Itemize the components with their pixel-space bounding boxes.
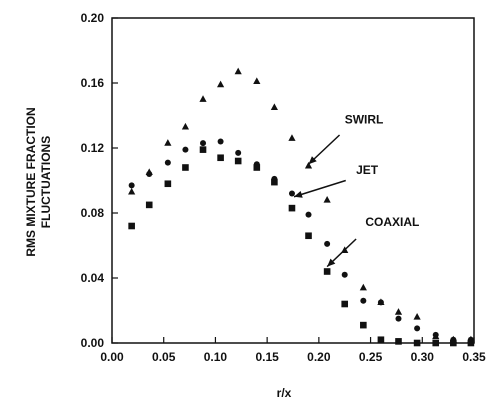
square-point: [145, 201, 153, 209]
circle-point: [395, 315, 402, 322]
x-tick-label: 0.00: [100, 350, 124, 364]
triangle-point: [359, 283, 367, 291]
circle-point: [414, 325, 421, 332]
square-point: [253, 164, 261, 171]
plot-border: [111, 17, 475, 344]
circle-point: [200, 140, 207, 147]
circle-point: [288, 190, 295, 197]
circle-point: [128, 182, 135, 189]
triangle-point: [199, 95, 207, 102]
annotation-arrow-line: [293, 179, 346, 198]
plot-frame: [111, 17, 475, 344]
y-tick-label: 0.20: [81, 11, 105, 25]
square-point: [450, 339, 457, 347]
square-point: [413, 339, 421, 347]
x-axis: 0.00 0.05 0.10 0.15 0.20 0.25 0.30 0.35: [100, 337, 486, 364]
triangle-point: [181, 122, 190, 130]
triangle-point: [323, 196, 331, 203]
circle-point: [182, 146, 189, 153]
annotation-arrow-head: [294, 191, 303, 198]
square-point: [164, 180, 172, 188]
square-point: [128, 222, 135, 230]
circle-point: [341, 271, 348, 278]
annotation-arrow-head: [327, 258, 336, 267]
square-point: [217, 154, 224, 162]
square-point: [288, 204, 296, 212]
y-tick-label: 0.16: [81, 76, 105, 90]
triangle-point: [234, 67, 242, 75]
x-tick-label: 0.15: [255, 350, 279, 364]
triangle-point: [304, 161, 313, 169]
annotation-arrow-head: [308, 156, 317, 165]
triangle-point: [253, 77, 261, 84]
square-point: [360, 321, 367, 329]
annotation-label: COAXIAL: [365, 215, 419, 229]
series-square: [128, 146, 475, 347]
circle-point: [432, 331, 439, 338]
data-points: [128, 67, 475, 347]
circle-point: [164, 159, 171, 166]
triangle-point: [164, 139, 172, 146]
x-tick-label: 0.20: [307, 350, 331, 364]
y-axis: 0.00 0.04 0.08 0.12 0.16 0.20: [81, 11, 118, 350]
square-point: [305, 232, 312, 240]
triangle-point: [288, 134, 296, 141]
y-axis-label-line-2: FLUCTUATIONS: [39, 136, 53, 228]
series-circle: [128, 138, 474, 343]
square-point: [467, 339, 475, 347]
y-axis-label: RMS MIXTURE FRACTION FLUCTUATIONS: [24, 107, 53, 256]
square-point: [199, 146, 207, 153]
square-point: [341, 300, 349, 308]
circle-point: [217, 138, 224, 145]
circle-point: [146, 171, 153, 177]
circle-point: [305, 211, 312, 218]
x-tick-label: 0.25: [359, 350, 383, 364]
circle-point: [324, 240, 331, 247]
square-point: [432, 339, 440, 347]
y-axis-label-line-1: RMS MIXTURE FRACTION: [24, 107, 38, 256]
x-tick-label: 0.10: [204, 350, 228, 364]
triangle-point: [394, 308, 403, 315]
square-point: [395, 338, 402, 345]
annotation-label: SWIRL: [345, 113, 384, 127]
annotations: SWIRL JET COAXIAL: [293, 113, 419, 268]
series-triangle: [128, 67, 475, 343]
y-tick-label: 0.00: [81, 336, 105, 350]
square-point: [271, 178, 278, 186]
y-tick-label: 0.04: [81, 271, 105, 285]
circle-point: [235, 149, 242, 156]
circle-point: [377, 299, 384, 306]
square-point: [377, 336, 385, 344]
square-point: [234, 157, 242, 165]
square-point: [323, 268, 331, 275]
triangle-point: [128, 187, 136, 195]
y-tick-label: 0.12: [81, 141, 105, 155]
triangle-point: [270, 103, 278, 110]
x-axis-label: r/x: [277, 386, 292, 400]
triangle-point: [217, 80, 225, 88]
annotation-label: JET: [356, 163, 379, 177]
x-tick-label: 0.05: [152, 350, 176, 364]
x-tick-label: 0.30: [411, 350, 435, 364]
x-tick-label: 0.35: [462, 350, 486, 364]
circle-point: [360, 297, 367, 304]
square-point: [182, 164, 189, 171]
y-tick-label: 0.08: [81, 206, 105, 220]
triangle-point: [413, 313, 421, 320]
